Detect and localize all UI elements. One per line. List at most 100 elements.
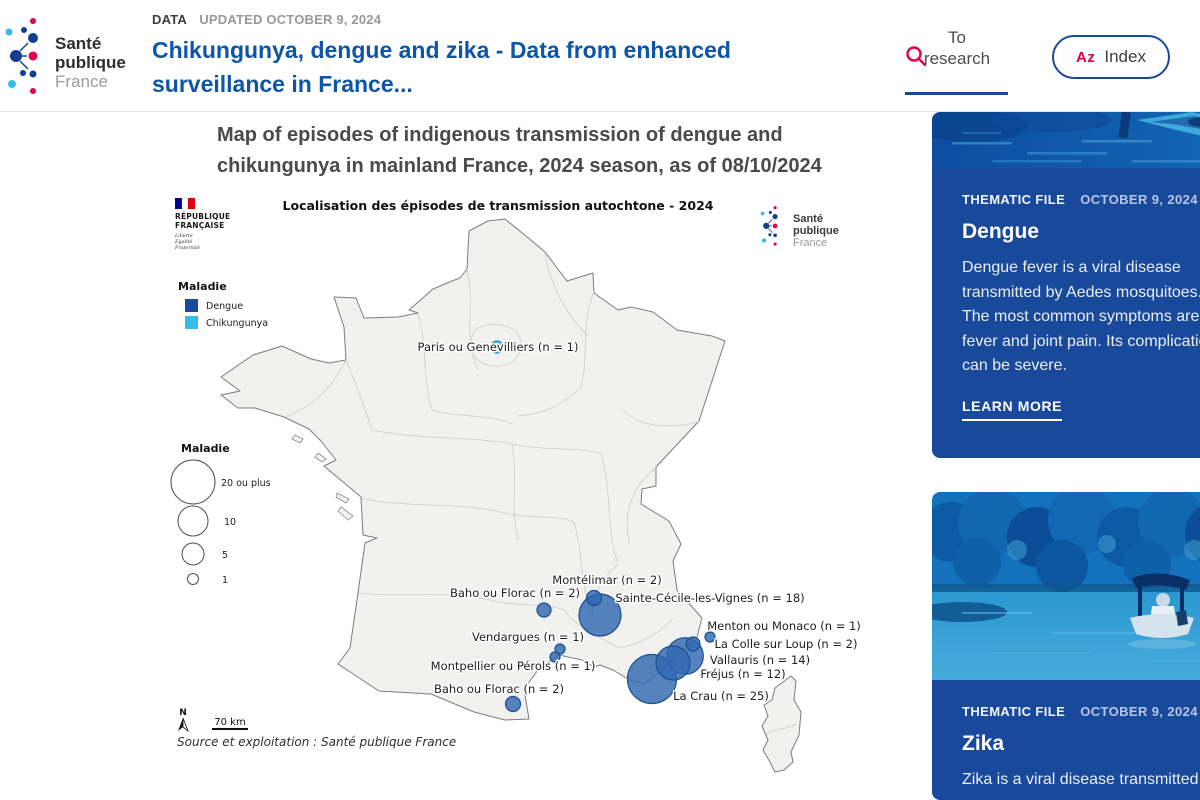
bubble-paris-genevilliers (490, 340, 504, 354)
thematic-card-dengue[interactable]: THEMATIC FILE OCTOBER 9, 2024 Dengue Den… (932, 112, 1200, 458)
logo-line1: Santé (55, 34, 102, 53)
label-montelimar: Montélimar (n = 2) (552, 573, 661, 587)
logo-line3: France (55, 72, 108, 91)
spf-logo-text: Santé publique France (55, 10, 126, 102)
chikungunya-swatch (185, 316, 198, 329)
chikungunya-legend-label: Chikungunya (206, 318, 268, 329)
site-header: Santé publique France DATA UPDATED OCTOB… (0, 0, 1200, 112)
size-circle-10 (177, 505, 209, 537)
search-link[interactable]: To research (903, 27, 1011, 69)
size-circle-20 (170, 459, 216, 505)
bubble-baho-florac-sud (504, 695, 522, 713)
page-title-line2: surveillance in France... (152, 71, 413, 97)
noirmoutier (314, 452, 327, 463)
bubble-montelimar (585, 589, 603, 607)
bubble-montpellier-perols (549, 651, 561, 663)
label-paris: Paris ou Genevilliers (n = 1) (418, 340, 579, 354)
episode-bubbles (490, 340, 716, 713)
spf-logo-dots (5, 18, 38, 94)
disease-legend-title: Maladie (178, 280, 227, 293)
map-section-heading-line1: Map of episodes of indigenous transmissi… (217, 124, 783, 146)
article-meta: DATA UPDATED OCTOBER 9, 2024 (152, 12, 381, 27)
size-circle-1 (187, 573, 199, 585)
boat (1128, 573, 1196, 649)
corsica-outline (761, 675, 802, 773)
dengue-learn-more-link[interactable]: LEARN MORE (962, 398, 1063, 421)
belle-ile (291, 434, 304, 444)
size-circle-5 (181, 542, 205, 566)
size-legend: Maladie 20 ou plus 10 5 1 (170, 442, 271, 586)
dengue-card-title: Dengue (962, 220, 1040, 243)
rf-motto1: Liberté (174, 232, 193, 239)
zika-card-kicker: THEMATIC FILE (962, 704, 1066, 719)
rf-motto2: Égalité (174, 237, 192, 245)
spf-logo[interactable]: Santé publique France (4, 10, 126, 102)
search-icon[interactable] (904, 44, 928, 68)
size-label-5: 5 (222, 550, 228, 561)
dengue-body-line4: fever and joint pain. Its complications (962, 332, 1200, 350)
department-borders (283, 252, 700, 649)
zika-card-panel: THEMATIC FILE OCTOBER 9, 2024 Zika Zika … (932, 680, 1200, 800)
bubble-la-colle-sur-loup (685, 636, 701, 652)
thematic-card-zika[interactable]: THEMATIC FILE OCTOBER 9, 2024 Zika Zika … (932, 492, 1200, 800)
episode-labels: Paris ou Genevilliers (n = 1) Montélimar… (416, 339, 862, 705)
map-spf-line2: publique (793, 225, 839, 237)
index-button[interactable]: Az Index (1052, 35, 1170, 79)
zika-card-date: OCTOBER 9, 2024 (1080, 704, 1198, 719)
label-la-crau: La Crau (n = 25) (673, 689, 769, 703)
size-label-1: 1 (222, 575, 228, 586)
ile-oleron (337, 506, 354, 521)
rf-line2: FRANÇAISE (175, 221, 224, 230)
label-baho-florac-nord: Baho ou Florac (n = 2) (450, 586, 580, 600)
north-label: N (179, 708, 187, 718)
dengue-body-line3: The most common symptoms are (962, 308, 1200, 325)
france-map-figure: RÉPUBLIQUE FRANÇAISE Liberté Égalité Fra… (160, 178, 920, 778)
logo-line2: publique (55, 53, 126, 72)
dengue-card-date: OCTOBER 9, 2024 (1080, 192, 1198, 207)
rf-motto3: Fraternité (174, 244, 200, 251)
label-vendargues: Vendargues (n = 1) (472, 630, 584, 644)
size-label-10: 10 (224, 517, 236, 528)
page-title-line1: Chikungunya, dengue and zika - Data from… (152, 37, 731, 63)
map-section-heading-line2: chikungunya in mainland France, 2024 sea… (217, 155, 822, 177)
dengue-body-line1: Dengue fever is a viral disease (962, 259, 1181, 276)
rf-line1: RÉPUBLIQUE (175, 212, 230, 221)
label-baho-florac-sud: Baho ou Florac (n = 2) (434, 682, 564, 696)
dengue-swatch (185, 299, 198, 312)
france-outline (220, 218, 726, 721)
zika-card-title: Zika (962, 732, 1005, 755)
search-label-line2: research (923, 49, 991, 68)
dengue-body-line5: can be severe. (962, 357, 1067, 374)
zika-card-image (932, 492, 1200, 680)
label-frejus: Fréjus (n = 12) (700, 667, 785, 681)
page-title: Chikungunya, dengue and zika - Data from… (152, 33, 731, 101)
az-icon: Az (1076, 48, 1096, 66)
label-vallauris: Vallauris (n = 14) (710, 653, 810, 667)
kicker-data: DATA (152, 12, 187, 27)
updated-date: UPDATED OCTOBER 9, 2024 (199, 12, 382, 27)
france-map-svg: RÉPUBLIQUE FRANÇAISE Liberté Égalité Fra… (170, 197, 862, 773)
scale-bar: 70 km (212, 717, 248, 730)
republique-francaise-logo: RÉPUBLIQUE FRANÇAISE Liberté Égalité Fra… (174, 197, 230, 251)
label-sainte-cecile: Sainte-Cécile-les-Vignes (n = 18) (615, 591, 804, 605)
north-arrow: N (178, 708, 189, 733)
map-spf-line3: France (793, 237, 827, 249)
search-label-line1: To (948, 28, 966, 47)
scale-label: 70 km (214, 717, 245, 728)
dengue-card-kicker: THEMATIC FILE (962, 192, 1066, 207)
dengue-card-panel: THEMATIC FILE OCTOBER 9, 2024 Dengue Den… (932, 168, 1200, 458)
dengue-card-body: Dengue fever is a viral disease transmit… (962, 256, 1200, 379)
map-section-heading: Map of episodes of indigenous transmissi… (217, 120, 822, 182)
label-la-colle-sur-loup: La Colle sur Loup (n = 2) (715, 637, 858, 651)
size-legend-title: Maladie (181, 442, 230, 455)
dengue-legend-label: Dengue (206, 301, 243, 312)
label-montpellier-perols: Montpellier ou Pérols (n = 1) (431, 659, 596, 673)
treeline (932, 492, 1200, 592)
ile-de-re (335, 492, 350, 504)
disease-legend: Maladie Dengue Chikungunya (178, 280, 268, 329)
label-menton-monaco: Menton ou Monaco (n = 1) (707, 619, 861, 633)
index-button-label: Index (1104, 47, 1146, 66)
size-label-20: 20 ou plus (221, 478, 271, 489)
map-source: Source et exploitation : Santé publique … (177, 735, 456, 749)
map-spf-logo: Santé publique France (760, 206, 839, 249)
